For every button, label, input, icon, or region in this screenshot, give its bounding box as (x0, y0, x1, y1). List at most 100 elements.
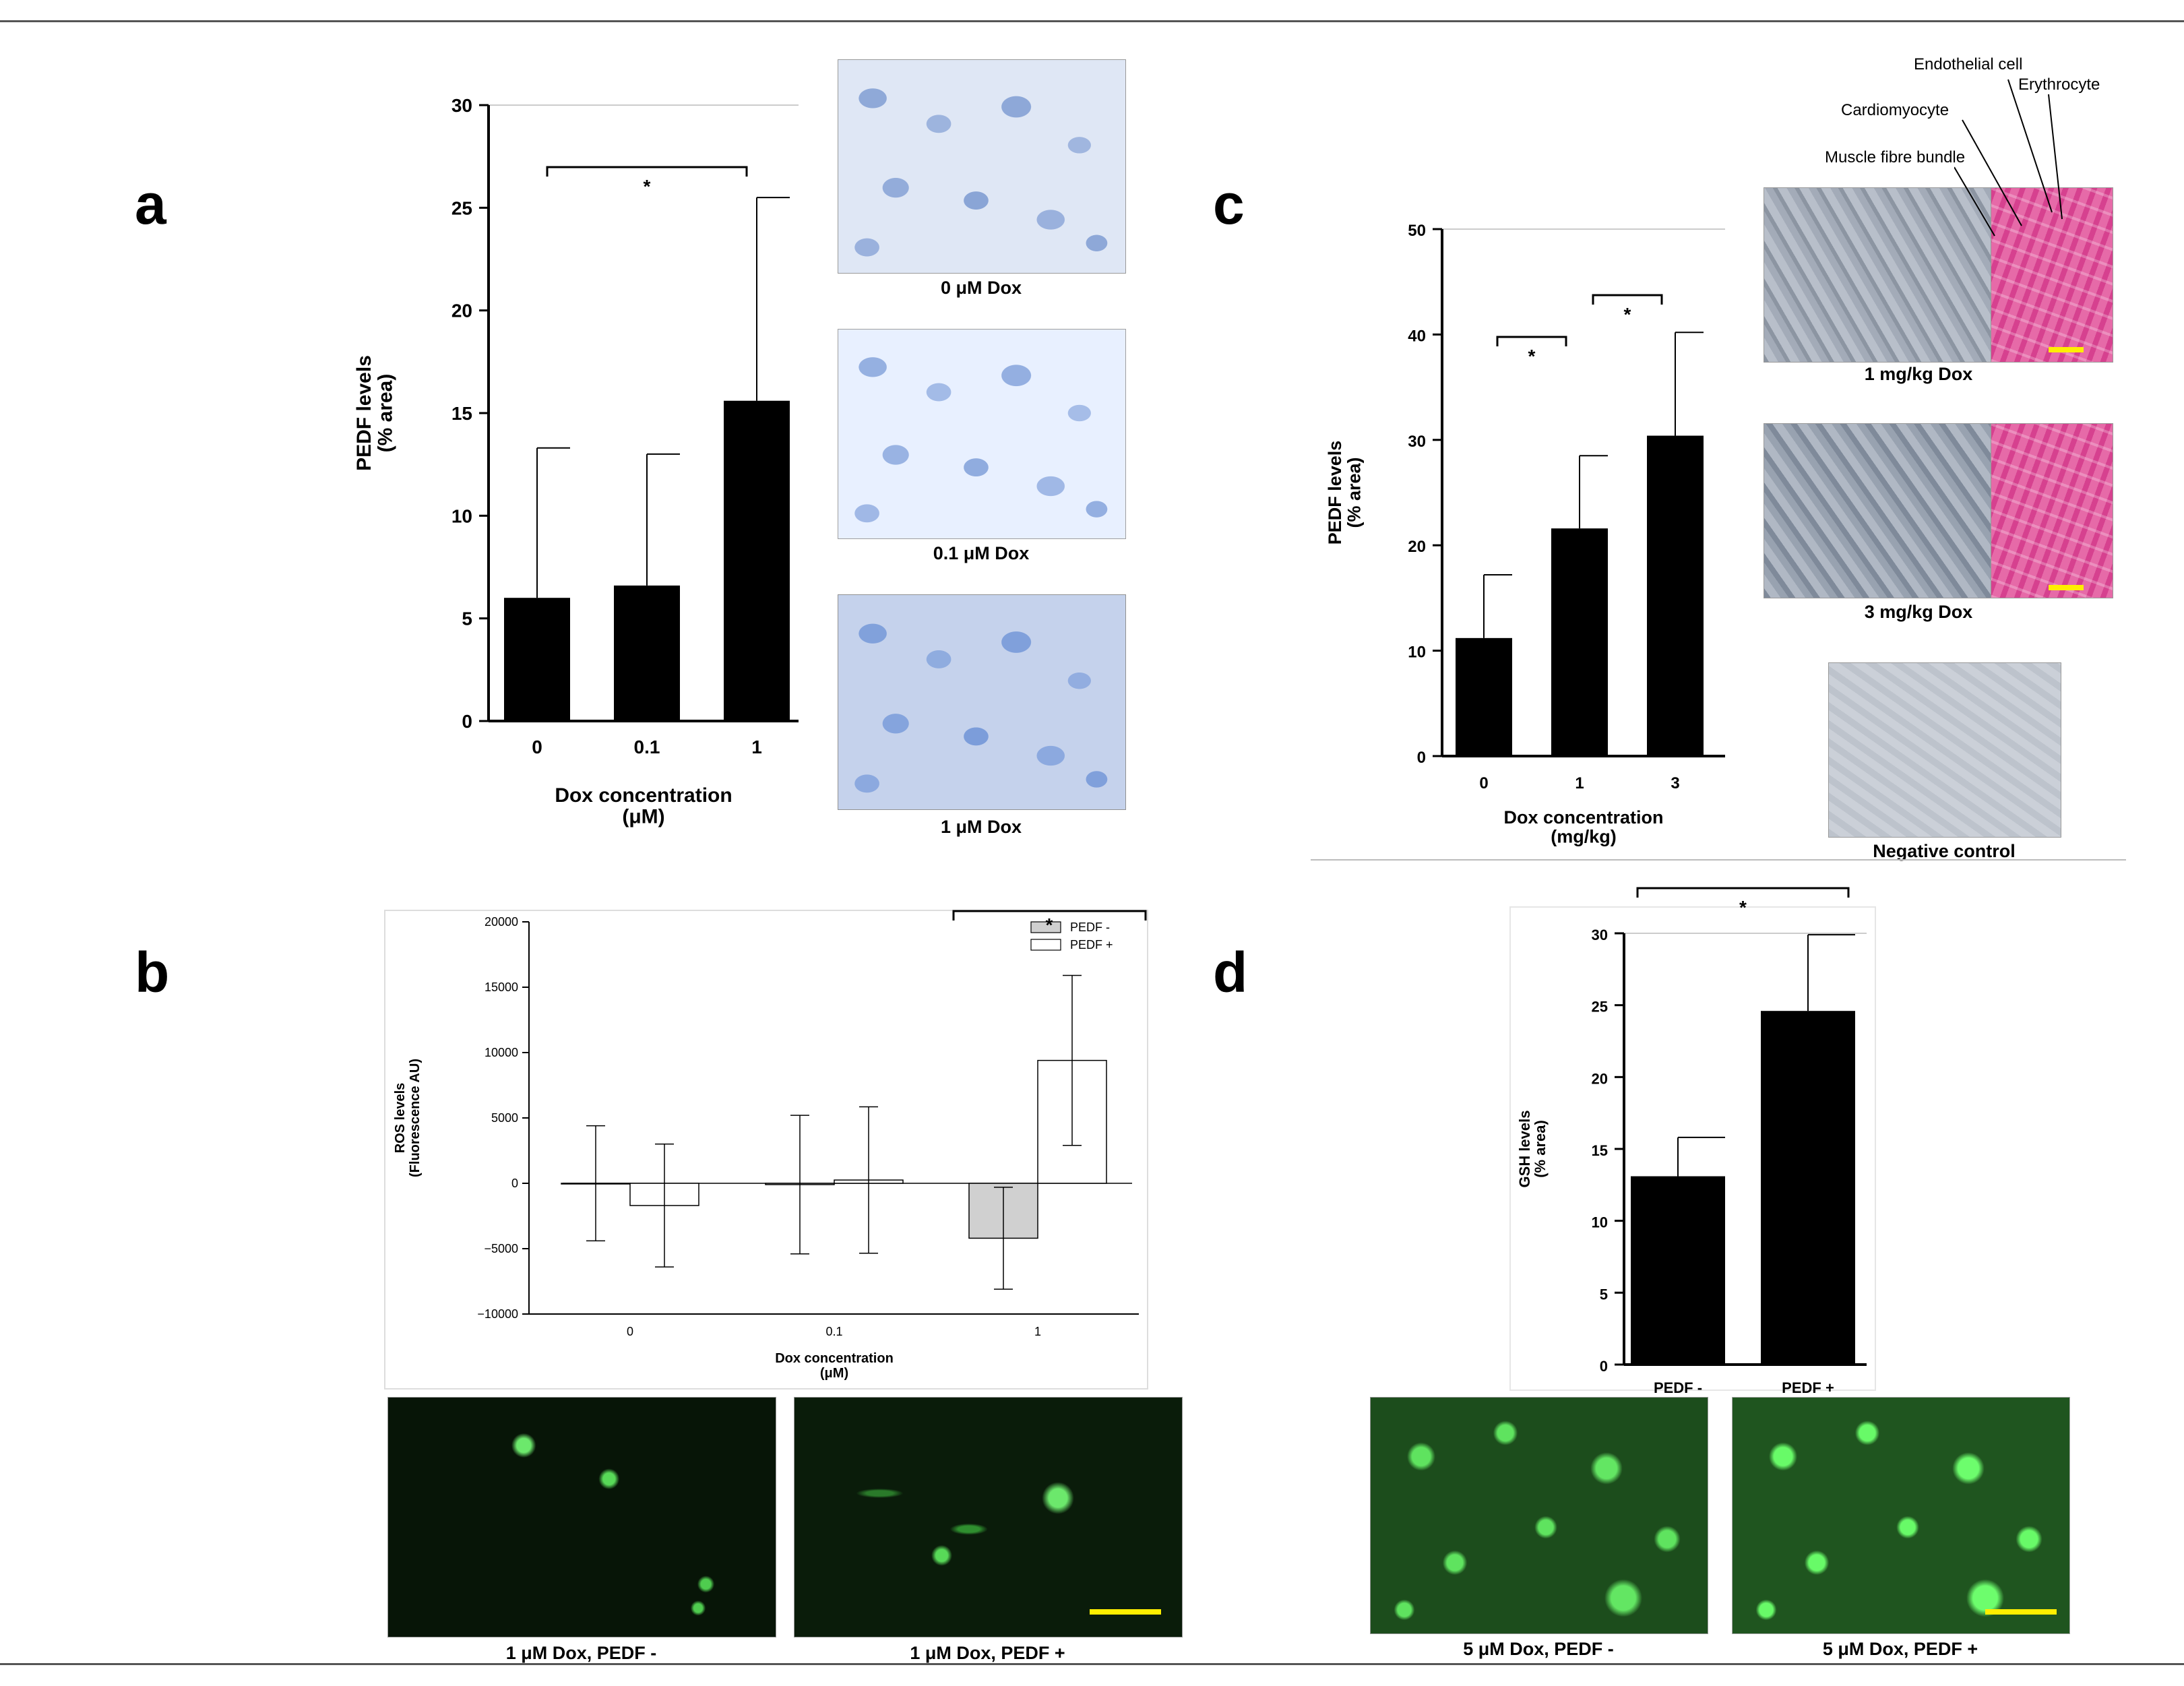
panel-letter-a: a (135, 173, 166, 236)
x-axis-label: Dox concentration (mg/kg) (1503, 807, 1663, 846)
y-tick-label: −10000 (477, 1307, 518, 1321)
y-tick-label: 5 (1600, 1286, 1608, 1303)
x-tick-label: 0 (627, 1325, 633, 1338)
y-axis-label: PEDF levels(% area) (1325, 441, 1364, 545)
scale-bar-c1 (2049, 347, 2084, 352)
tissue-c-3mgkg-he (1991, 423, 2113, 598)
y-tick-label: 30 (1592, 927, 1608, 943)
panel-letter-b: b (135, 941, 170, 1004)
caption-b-img2: 1 μM Dox, PEDF + (910, 1643, 1065, 1663)
tissue-c-negative (1828, 662, 2061, 838)
bar (614, 585, 680, 721)
scale-bar-b (1090, 1609, 1161, 1615)
y-tick-label: 20 (451, 301, 472, 321)
y-axis-label: GSH levels(% area) (1516, 1111, 1549, 1188)
y-tick-label: 30 (451, 95, 472, 116)
chart-b-frame (384, 910, 1148, 1390)
caption-d-img1: 5 μM Dox, PEDF - (1463, 1639, 1614, 1659)
y-tick-label: 20000 (485, 915, 518, 929)
caption-a-img1: 0 μM Dox (940, 278, 1022, 298)
annotation-muscle-fibre: Muscle fibre bundle (1825, 148, 1966, 166)
x-tick-label: 0 (532, 737, 542, 757)
significance-bracket (546, 166, 748, 177)
significance-star: * (1528, 346, 1536, 367)
y-tick-label: 0 (1600, 1358, 1608, 1375)
annotation-leader-lines (1954, 79, 2063, 237)
significance-star: * (1624, 304, 1631, 325)
bar (1456, 637, 1512, 756)
y-tick-label: 15 (451, 403, 472, 424)
y-tick-label: −5000 (484, 1242, 518, 1255)
significance-bracket (1592, 294, 1663, 305)
significance-bracket (952, 910, 1147, 920)
bottom-rule (0, 1663, 2184, 1665)
x-tick-label: 1 (1034, 1325, 1041, 1338)
y-tick-label: 40 (1408, 327, 1426, 345)
bar (504, 598, 570, 721)
x-tick-label: 0.1 (634, 737, 660, 757)
y-tick-label: 10000 (485, 1046, 518, 1059)
chart-c: 0 10 20 30 40 50 0 1 3 * * PEDF levels(% area) Dox c… (1325, 222, 1725, 846)
tissue-c-1mgkg-he (1991, 187, 2113, 363)
significance-star: * (1739, 897, 1747, 918)
legend-swatch (1030, 939, 1061, 951)
y-tick-label: 25 (1592, 999, 1608, 1016)
y-tick-label: 20 (1592, 1070, 1608, 1087)
y-tick-label: 5 (462, 608, 472, 629)
legend-swatch (1030, 921, 1061, 933)
y-tick-label: 10 (1408, 644, 1426, 662)
chart-d-frame (1509, 906, 1876, 1391)
legend-label: PEDF + (1070, 938, 1113, 951)
y-tick-label: 10 (451, 505, 472, 526)
y-tick-label: 15000 (485, 980, 518, 994)
x-tick-label: 0.1 (825, 1325, 842, 1338)
significance-bracket (1636, 887, 1850, 898)
fluorescence-d-pedf-plus (1732, 1397, 2070, 1634)
significance-star: * (644, 176, 651, 197)
significance-bracket (1496, 336, 1567, 346)
panel-letter-c: c (1213, 173, 1245, 236)
fluorescence-b-pedf-plus (794, 1397, 1183, 1637)
y-tick-label: 10 (1592, 1214, 1608, 1231)
y-tick-label: 25 (451, 197, 472, 218)
x-tick-label: 0 (1479, 774, 1488, 792)
y-tick-label: 50 (1408, 222, 1426, 240)
bar (724, 400, 790, 721)
y-axis-label: ROS levels(Fluorescence AU) (393, 1059, 423, 1177)
x-tick-label: PEDF - (1654, 1379, 1702, 1396)
micrograph-a-01uM (838, 329, 1126, 539)
y-axis-label: PEDF levels(% area) (353, 355, 397, 471)
chart-d: 0 5 10 15 20 25 30 PEDF - PEDF + * GSH levels(% ar… (1516, 887, 1867, 1396)
chart-a: 0 5 10 15 20 25 30 0 0.1 1 * PEDF levels(% area) Dox… (353, 95, 799, 828)
x-tick-label: 1 (1575, 774, 1584, 792)
x-tick-label: PEDF + (1782, 1379, 1834, 1396)
panel-letter-d: d (1213, 941, 1248, 1004)
annotation-erythrocyte: Erythrocyte (2018, 75, 2100, 94)
x-axis-label: Dox concentration (μM) (775, 1351, 894, 1381)
caption-a-img2: 0.1 μM Dox (933, 543, 1030, 563)
caption-b-img1: 1 μM Dox, PEDF - (505, 1643, 657, 1663)
caption-c-img3: Negative control (1873, 841, 2016, 861)
top-rule (0, 20, 2184, 22)
significance-star: * (1046, 914, 1053, 935)
legend-label: PEDF - (1070, 920, 1110, 934)
bar (1761, 1011, 1855, 1365)
caption-c-img1: 1 mg/kg Dox (1864, 364, 1973, 384)
micrograph-a-1uM (838, 594, 1126, 810)
caption-d-img2: 5 μM Dox, PEDF + (1822, 1639, 1978, 1659)
tissue-c-3mgkg-grey (1764, 423, 1992, 598)
caption-c-img2: 3 mg/kg Dox (1864, 602, 1973, 622)
bar (1631, 1176, 1725, 1365)
y-tick-label: 30 (1408, 433, 1426, 451)
annotation-cardiomyocyte: Cardiomyocyte (1841, 101, 1949, 119)
scale-bar-d (1985, 1609, 2057, 1615)
micrograph-a-0uM (838, 59, 1126, 274)
chart-b: −10000 −5000 0 5000 10000 15000 20000 0 0.1 1 PEDF… (393, 910, 1147, 1381)
panel-c-divider (1311, 859, 2126, 861)
fluorescence-d-pedf-minus (1370, 1397, 1708, 1634)
scale-bar-c2 (2049, 585, 2084, 590)
y-tick-label: 0 (462, 711, 472, 732)
y-tick-label: 20 (1408, 538, 1426, 556)
y-tick-label: 0 (1417, 749, 1426, 767)
caption-a-img3: 1 μM Dox (940, 817, 1022, 837)
